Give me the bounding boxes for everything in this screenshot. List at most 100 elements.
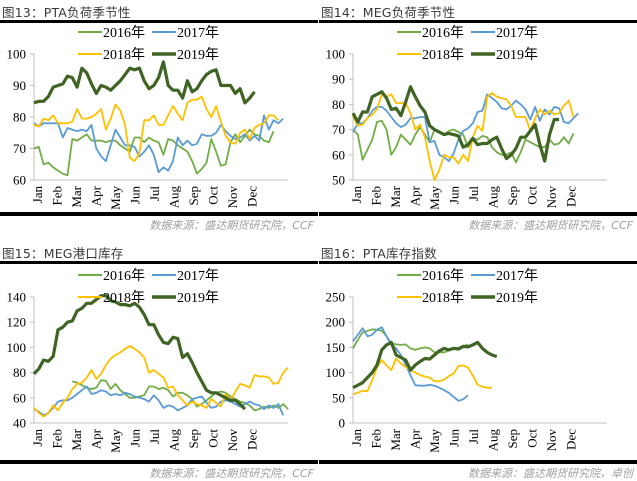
bottom-rule	[319, 460, 637, 464]
series-line-2019	[33, 60, 256, 105]
title-rule	[0, 261, 318, 264]
chart-svg: 60 70 80 90 100 Jan Feb Mar Apr May Jun Jul Aug Sep Oc…	[7, 25, 288, 210]
legend-label-2017: 2017年	[496, 25, 538, 41]
source-note: 数据来源：盛达期货研究院，卓创	[468, 467, 633, 480]
legend-label-2018: 2018年	[103, 290, 145, 306]
series-line-2019	[32, 294, 247, 411]
x-tick-label: Oct	[206, 186, 221, 205]
x-tick-label: Jul	[147, 186, 162, 202]
y-tick-label: 100	[7, 340, 27, 355]
x-tick-label: Jun	[447, 186, 462, 205]
y-tick-label: 80	[13, 365, 26, 380]
x-tick-label: Mar	[388, 428, 403, 450]
legend-label-2018: 2018年	[422, 47, 464, 63]
x-tick-label: Feb	[50, 429, 65, 449]
x-tick-label: Jul	[466, 186, 481, 202]
panel-title: 图15：MEG港口库存	[2, 246, 124, 261]
x-tick-label: Jun	[128, 429, 143, 448]
y-tick-label: 120	[7, 315, 27, 330]
chart-panel-meg-load: 图14：MEG负荷季节性 50 60 70 80 90 100 Jan Feb Mar Apr Ma…	[319, 0, 637, 240]
x-tick-label: Sep	[505, 186, 520, 206]
x-tick-label: Jan	[349, 429, 364, 447]
source-note: 数据来源：盛达期货研究院，CCF	[149, 219, 314, 232]
x-tick-label: Jun	[128, 186, 143, 205]
legend-label-2017: 2017年	[177, 25, 219, 41]
chart-svg: 50 60 70 80 90 100 Jan Feb Mar Apr May Jun Jul Aug Sep…	[326, 25, 607, 210]
legend-label-2016: 2016年	[103, 268, 145, 284]
series-line-2017	[352, 93, 579, 162]
chart-svg: 0 50 100 150 200 250 Jan Feb Mar Apr May Jun Jul Aug S…	[326, 268, 607, 453]
y-tick-label: 200	[326, 315, 346, 330]
x-tick-label: May	[427, 186, 442, 210]
x-tick-label: Mar	[69, 185, 84, 207]
y-tick-label: 50	[332, 173, 345, 188]
series-line-2018	[33, 345, 289, 418]
y-tick-label: 150	[326, 340, 346, 355]
x-tick-label: Jan	[30, 186, 45, 204]
y-tick-label: 80	[13, 110, 26, 125]
chart-panel-pta-inventory: 图16：PTA库存指数 0 50 100 150 200 250 Jan Feb Mar Apr M…	[319, 241, 637, 481]
bottom-rule	[0, 460, 318, 464]
bottom-rule	[0, 212, 318, 216]
x-tick-label: Dec	[564, 429, 579, 450]
y-tick-label: 90	[13, 78, 26, 93]
legend-label-2016: 2016年	[103, 25, 145, 41]
legend-label-2016: 2016年	[422, 268, 464, 284]
x-tick-label: May	[427, 429, 442, 453]
x-tick-label: Feb	[369, 186, 384, 206]
x-tick-label: Oct	[206, 429, 221, 448]
legend-label-2019: 2019年	[496, 290, 538, 306]
x-tick-label: Apr	[408, 185, 423, 206]
x-tick-label: Aug	[167, 429, 182, 452]
y-tick-label: 60	[332, 147, 345, 162]
legend-label-2019: 2019年	[177, 290, 219, 306]
x-tick-label: Sep	[186, 186, 201, 206]
legend-label-2016: 2016年	[422, 25, 464, 41]
x-tick-label: Oct	[525, 186, 540, 205]
legend-label-2019: 2019年	[496, 47, 538, 63]
series-line-2019	[351, 85, 560, 163]
source-note: 数据来源：盛达期货研究院，CCF	[149, 467, 314, 480]
series-line-2018	[352, 357, 492, 396]
y-tick-label: 80	[332, 97, 345, 112]
x-tick-label: Feb	[369, 429, 384, 449]
x-tick-label: May	[108, 429, 123, 453]
series-line-2019	[352, 340, 498, 390]
y-tick-label: 50	[332, 390, 345, 405]
x-tick-label: Jan	[349, 186, 364, 204]
title-rule	[319, 261, 637, 264]
bottom-rule	[319, 212, 637, 216]
series-line-2016	[352, 119, 575, 164]
y-tick-label: 60	[13, 173, 26, 188]
x-tick-label: May	[108, 186, 123, 210]
x-tick-label: Dec	[245, 186, 260, 207]
y-tick-label: 140	[7, 290, 27, 305]
y-tick-label: 40	[13, 416, 26, 431]
x-tick-label: Sep	[186, 429, 201, 449]
legend-label-2019: 2019年	[177, 47, 219, 63]
x-tick-label: Jul	[466, 429, 481, 445]
series-line-2016	[72, 379, 289, 412]
x-tick-label: Dec	[245, 429, 260, 450]
series-line-2017	[352, 326, 469, 402]
x-tick-label: Nov	[544, 429, 559, 452]
x-tick-label: Mar	[388, 185, 403, 207]
panel-title: 图14：MEG负荷季节性	[321, 5, 456, 20]
x-tick-label: Sep	[505, 429, 520, 449]
y-tick-label: 100	[326, 365, 346, 380]
x-tick-label: Apr	[89, 185, 104, 206]
x-tick-label: Apr	[408, 428, 423, 449]
legend-label-2017: 2017年	[496, 268, 538, 284]
title-rule	[0, 20, 318, 23]
panel-title: 图16：PTA库存指数	[321, 246, 437, 261]
chart-svg: 40 60 80 100 120 140 Jan Feb Mar Apr May Jun Jul Aug S…	[7, 268, 289, 453]
y-tick-label: 250	[326, 290, 346, 305]
series-line-2017	[33, 114, 284, 173]
x-tick-label: Feb	[50, 186, 65, 206]
x-tick-label: Jun	[447, 429, 462, 448]
x-tick-label: Jan	[30, 429, 45, 447]
source-note: 数据来源：盛达期货研究院，CCF	[468, 219, 633, 232]
legend-label-2017: 2017年	[177, 268, 219, 284]
y-tick-label: 70	[13, 141, 26, 156]
series-line-2018	[33, 95, 280, 162]
